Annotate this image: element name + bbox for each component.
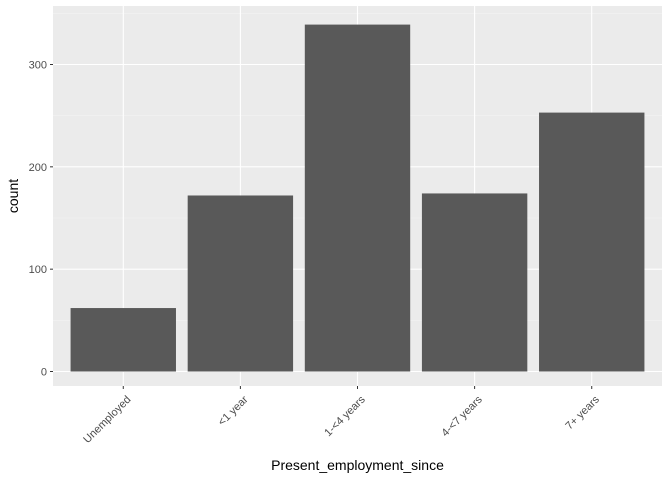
y-tick-label: 0 (41, 367, 47, 379)
bar (187, 195, 294, 372)
bar (539, 112, 645, 372)
x-tick-label: Unemployed (81, 394, 133, 446)
x-axis-title: Present_employment_since (271, 457, 444, 473)
y-axis-title: count (5, 179, 21, 213)
bar (421, 193, 528, 372)
x-tick-label: <1 year (216, 393, 251, 428)
bar (70, 308, 176, 372)
bar (304, 24, 411, 372)
y-tick-label: 100 (29, 264, 47, 276)
x-axis: Unemployed <1 year 1-<4 years 4-<7 years 7+ … (81, 386, 602, 446)
y-tick-label: 300 (29, 60, 47, 72)
y-axis: 0 100 200 300 (29, 60, 53, 379)
x-tick-label: 1-<4 years (322, 393, 368, 439)
x-tick-label: 7+ years (563, 393, 602, 432)
bars-group (70, 24, 645, 372)
y-tick-label: 200 (29, 162, 47, 174)
x-tick-label: 4-<7 years (439, 393, 485, 439)
